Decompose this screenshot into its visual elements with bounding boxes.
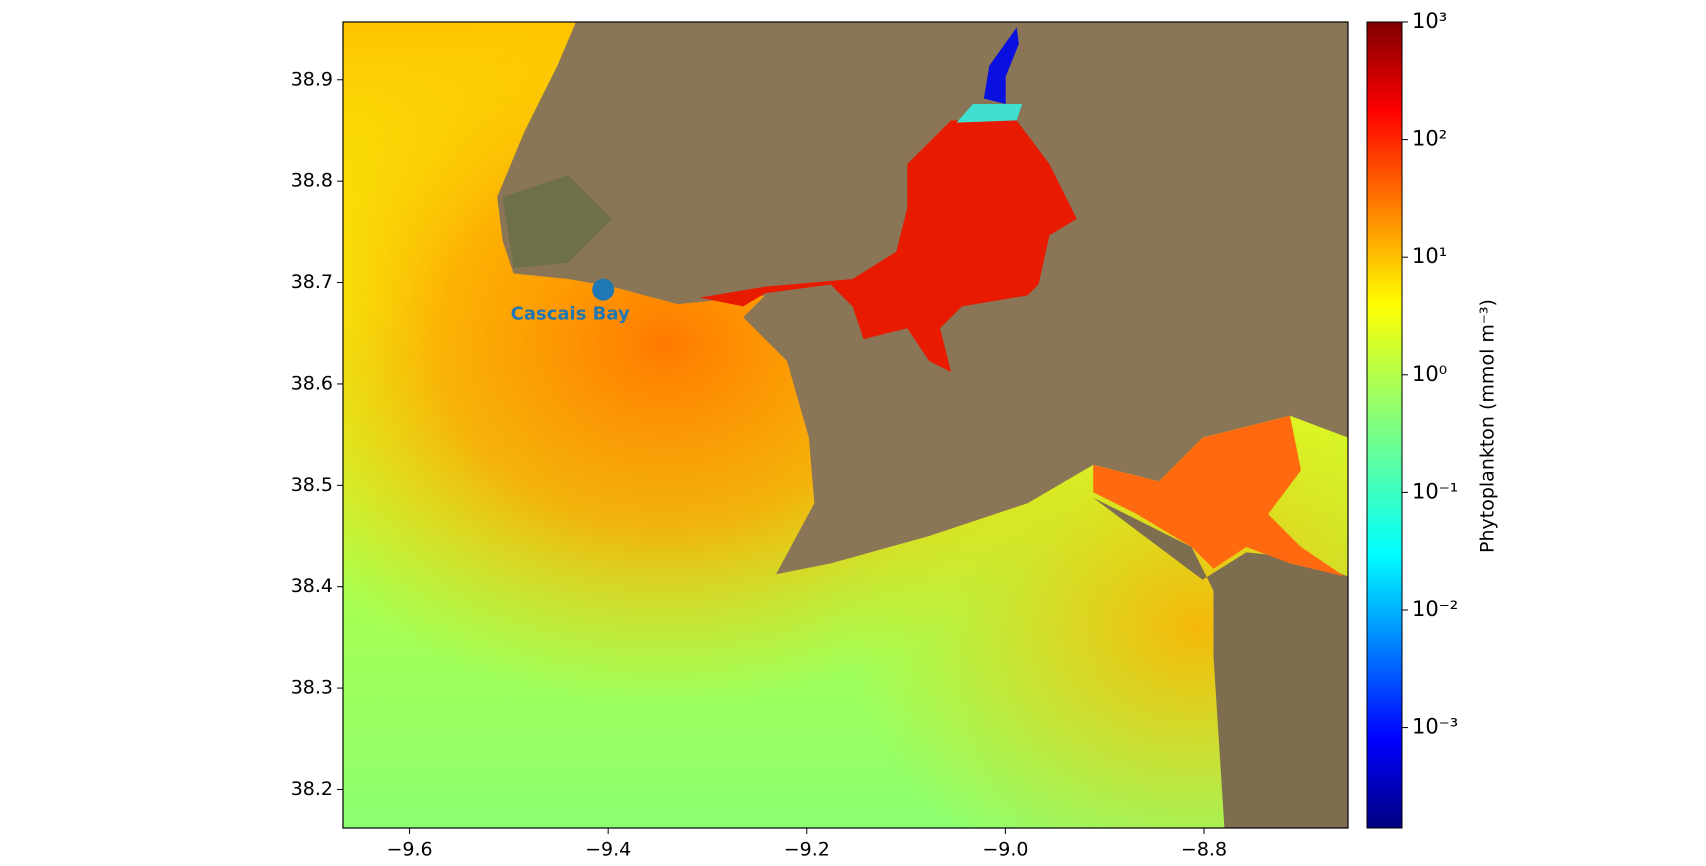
x-tick-label: −9.4 — [585, 839, 631, 861]
y-tick-label: 38.7 — [291, 271, 333, 293]
map-image — [343, 22, 1348, 828]
colorbar-tick-label: 10² — [1412, 127, 1447, 151]
y-tick-label: 38.9 — [291, 68, 333, 90]
y-tick-label: 38.8 — [291, 170, 333, 192]
x-tick-label: −9.2 — [784, 839, 830, 861]
colorbar-tick-label: 10⁻³ — [1412, 715, 1458, 739]
y-tick-label: 38.3 — [291, 677, 333, 699]
x-tick-label: −9.0 — [982, 839, 1028, 861]
colorbar-tick-label: 10⁰ — [1412, 362, 1447, 386]
colorbar-tick-label: 10⁻² — [1412, 597, 1458, 621]
location-label: Cascais Bay — [511, 304, 630, 325]
colorbar-label: Phytoplankton (mmol m⁻³) — [1477, 299, 1499, 553]
x-tick-label: −9.6 — [386, 839, 432, 861]
colorbar-tick-label: 10⁻¹ — [1412, 479, 1458, 503]
colorbar-tick-label: 10³ — [1412, 9, 1447, 33]
colorbar — [1366, 21, 1403, 829]
y-tick-label: 38.5 — [291, 474, 333, 496]
location-marker — [592, 278, 615, 301]
x-tick-label: −8.8 — [1181, 839, 1227, 861]
y-tick-label: 38.2 — [291, 778, 333, 800]
y-tick-label: 38.4 — [291, 575, 333, 597]
y-tick-label: 38.6 — [291, 372, 333, 394]
axes-frame — [342, 21, 1349, 829]
colorbar-tick-label: 10¹ — [1412, 244, 1447, 268]
